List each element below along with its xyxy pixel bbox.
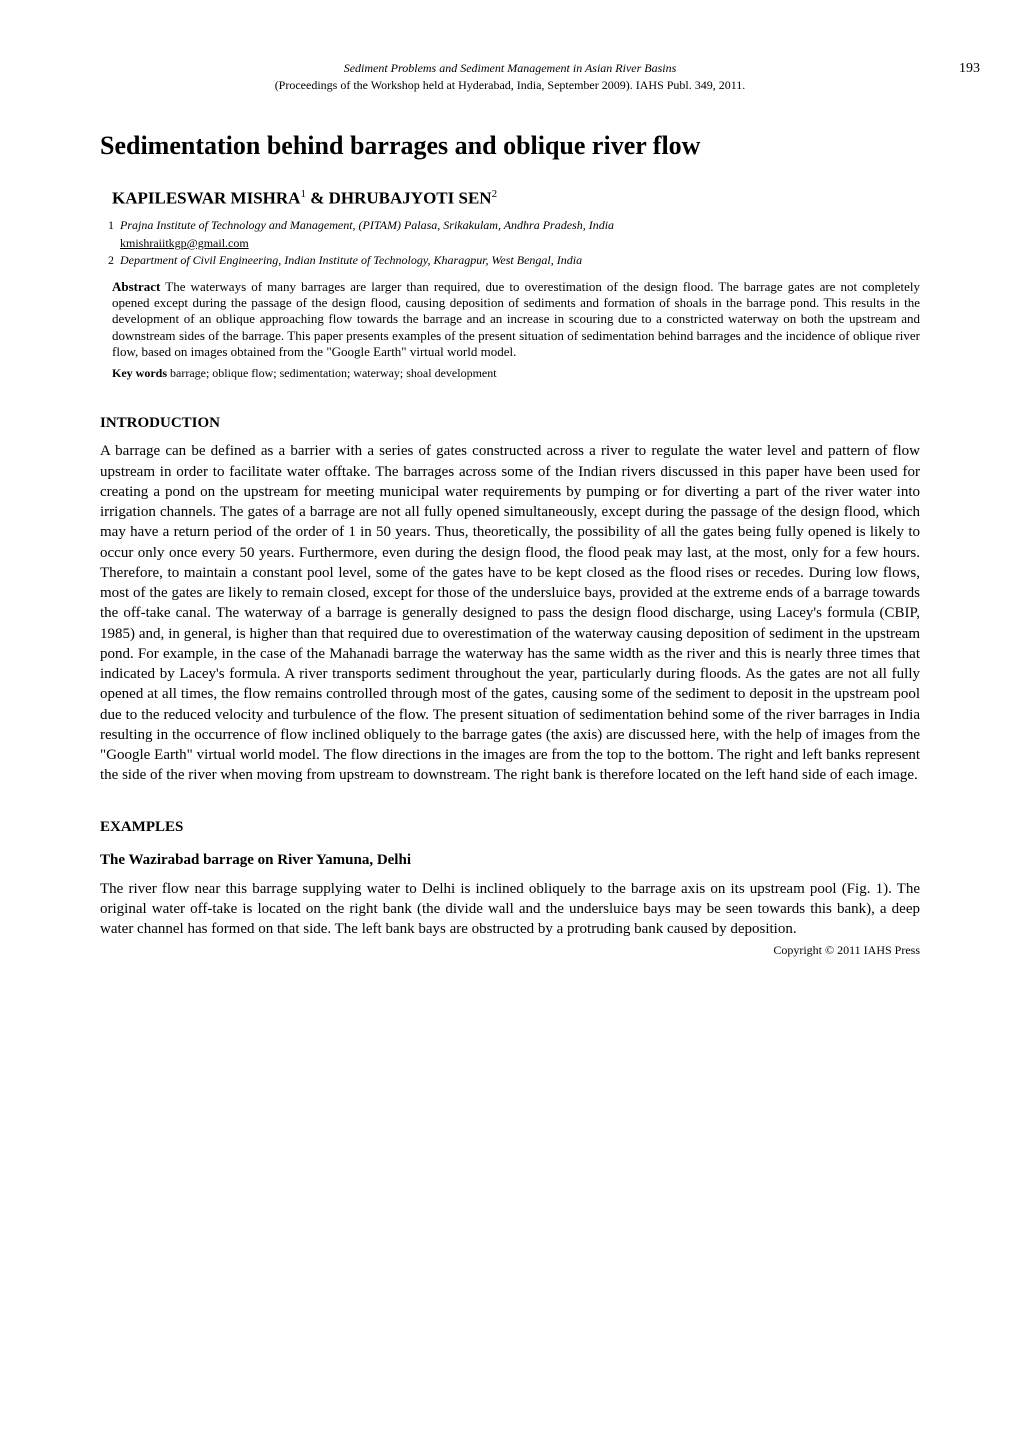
keywords-block: Key words barrage; oblique flow; sedimen… xyxy=(112,366,920,382)
header-title-italic: Sediment Problems and Sediment Managemen… xyxy=(100,60,920,77)
proceedings-header: 193 Sediment Problems and Sediment Manag… xyxy=(100,60,920,94)
abstract-text: The waterways of many barrages are large… xyxy=(112,279,920,359)
affiliation-1: 1Prajna Institute of Technology and Mana… xyxy=(108,218,920,234)
page-number: 193 xyxy=(959,60,980,78)
section-introduction-heading: INTRODUCTION xyxy=(100,414,920,434)
paper-title: Sedimentation behind barrages and obliqu… xyxy=(100,129,920,163)
affiliation-2-num: 2 xyxy=(108,253,120,269)
authors-ampersand: & xyxy=(306,189,329,208)
keywords-label: Key words xyxy=(112,366,167,380)
section-introduction-body: A barrage can be defined as a barrier wi… xyxy=(100,441,920,785)
author-2-affil-sup: 2 xyxy=(492,188,498,200)
author-1: KAPILESWAR MISHRA xyxy=(112,189,300,208)
copyright-notice: Copyright © 2011 IAHS Press xyxy=(100,943,920,959)
author-email[interactable]: kmishraiitkgp@gmail.com xyxy=(120,236,920,252)
affiliation-1-text: Prajna Institute of Technology and Manag… xyxy=(120,218,614,232)
section-examples-heading: EXAMPLES xyxy=(100,818,920,838)
affiliation-2-text: Department of Civil Engineering, Indian … xyxy=(120,253,582,267)
keywords-text: barrage; oblique flow; sedimentation; wa… xyxy=(167,366,497,380)
authors-block: KAPILESWAR MISHRA1 & DHRUBAJYOTI SEN2 xyxy=(112,187,920,210)
abstract-label: Abstract xyxy=(112,279,160,294)
abstract-block: Abstract The waterways of many barrages … xyxy=(112,279,920,360)
affiliation-2: 2Department of Civil Engineering, Indian… xyxy=(108,253,920,269)
header-proceedings-line: (Proceedings of the Workshop held at Hyd… xyxy=(100,77,920,94)
subsection-wazirabad-heading: The Wazirabad barrage on River Yamuna, D… xyxy=(100,851,920,871)
affiliation-1-num: 1 xyxy=(108,218,120,234)
subsection-wazirabad-body: The river flow near this barrage supplyi… xyxy=(100,879,920,940)
author-2: DHRUBAJYOTI SEN xyxy=(329,189,492,208)
